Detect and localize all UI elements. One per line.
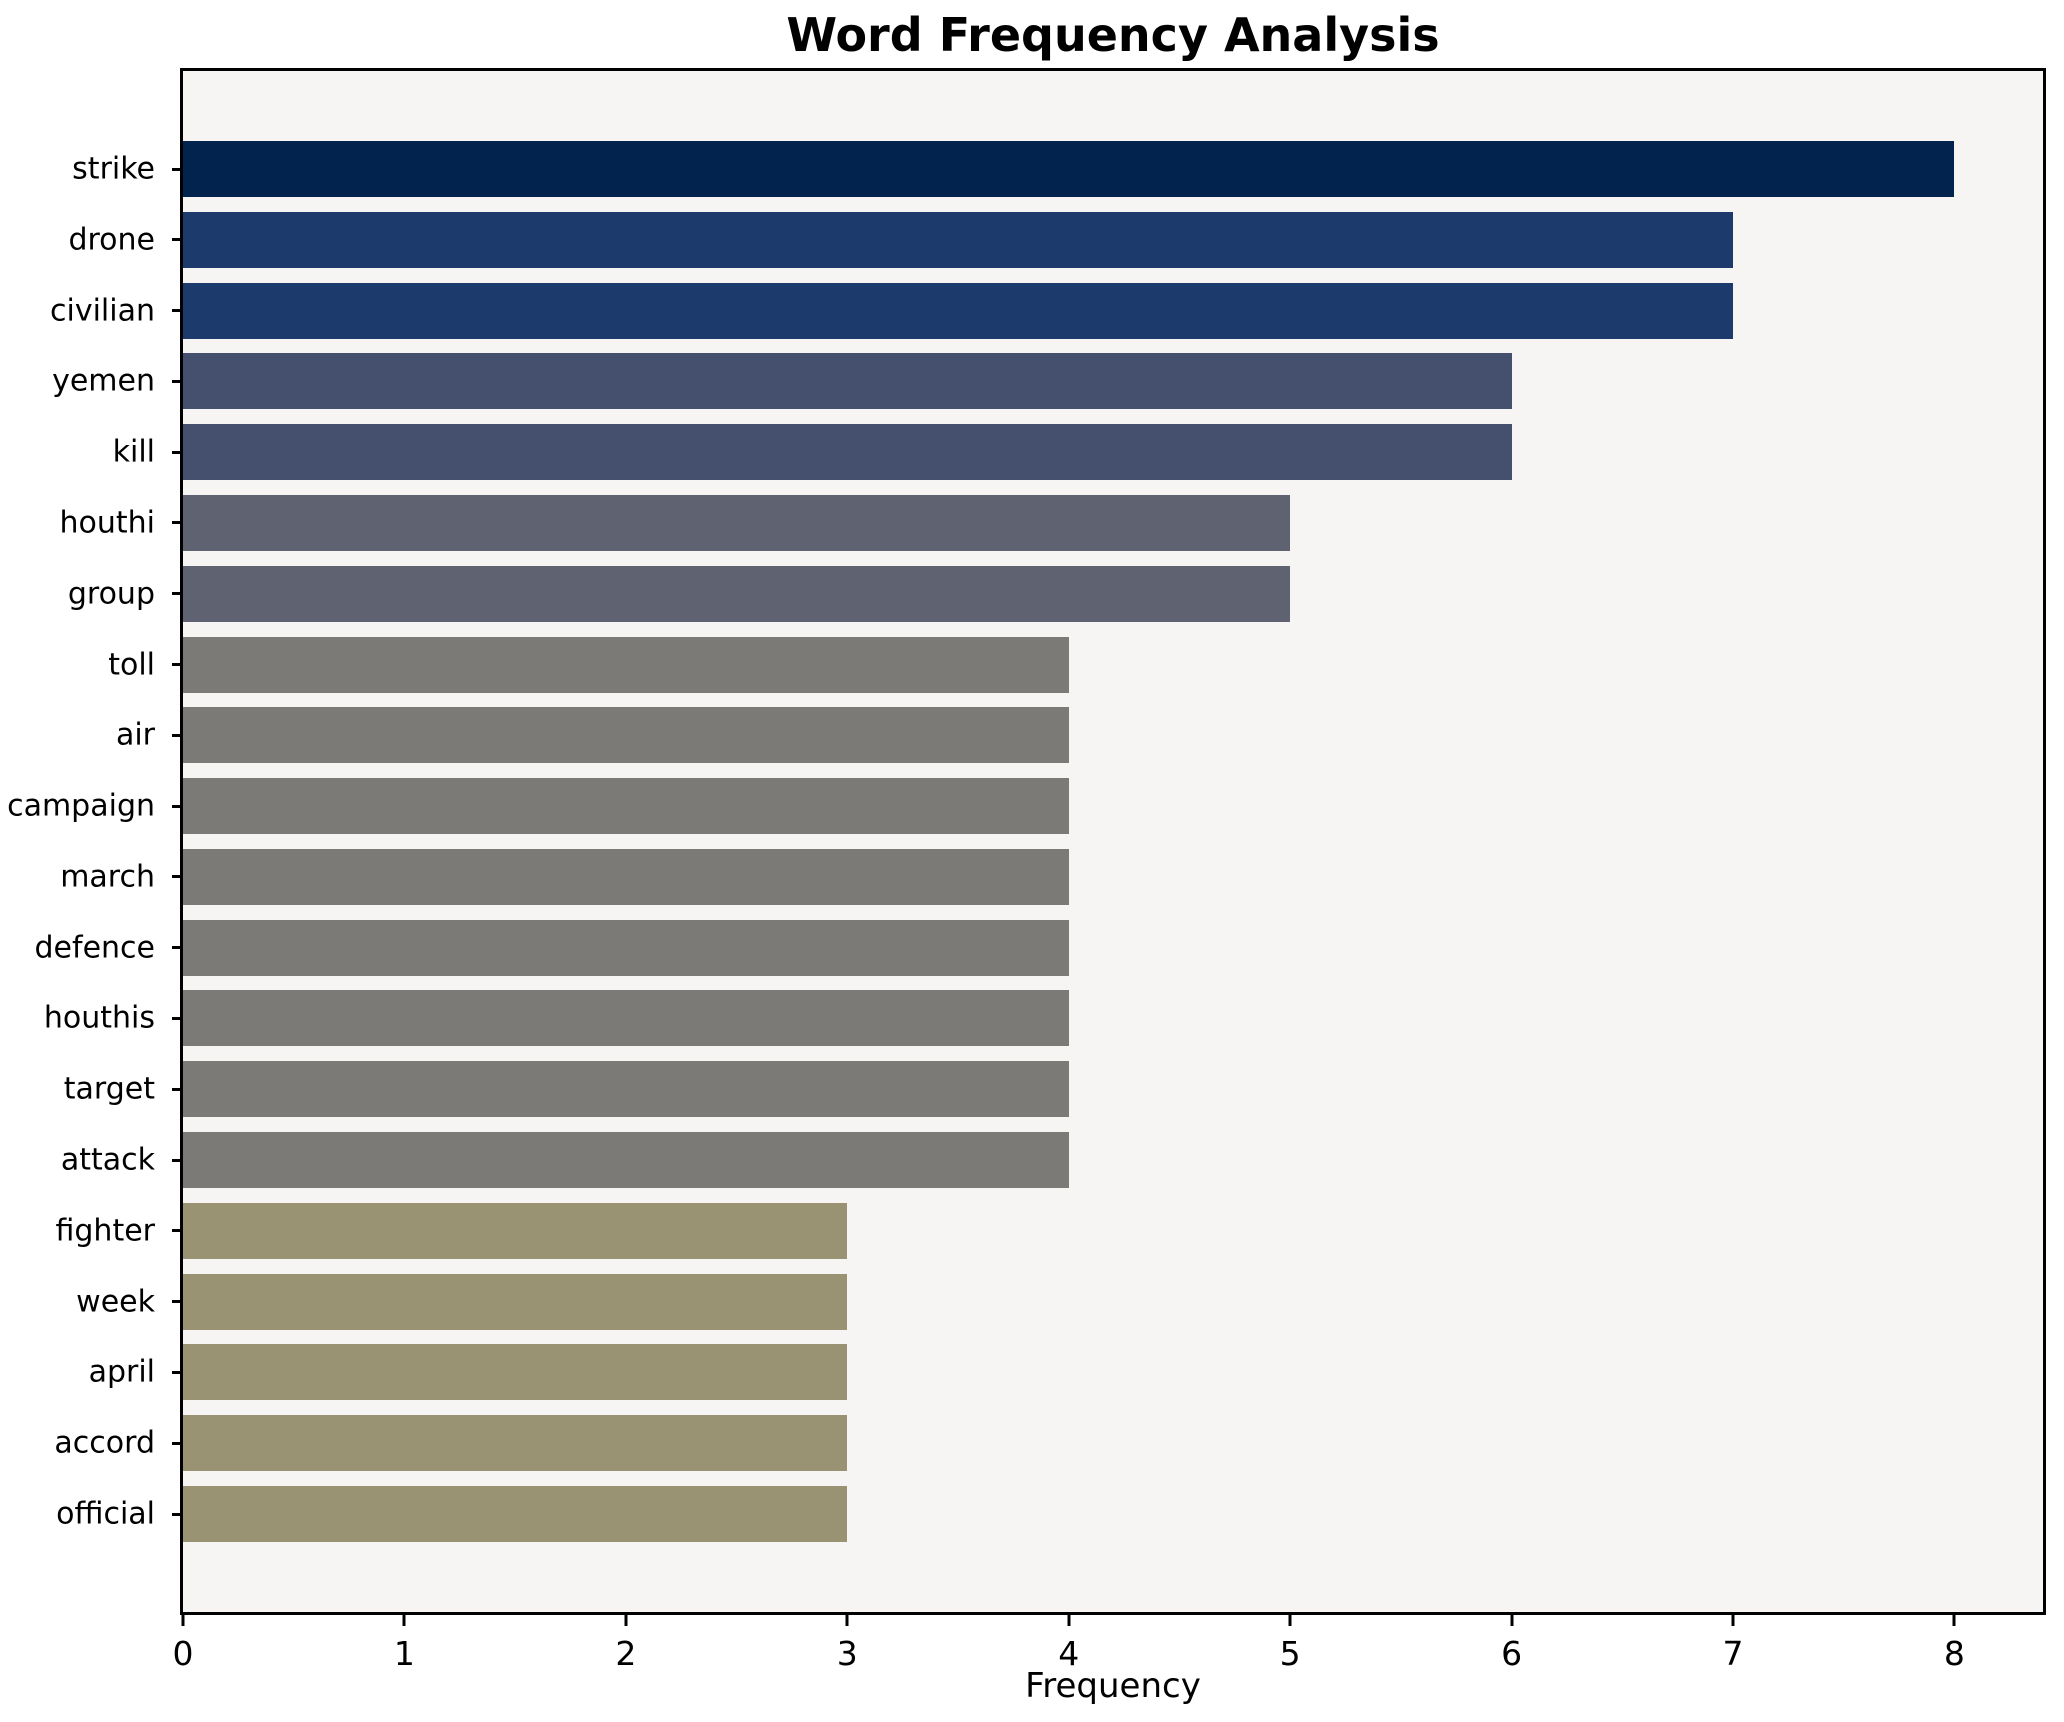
bars-layer [183,71,2043,1612]
bar-official [183,1486,848,1542]
x-tick-mark [402,1614,406,1626]
y-tick-mark [172,1087,183,1091]
y-tick-mark [172,804,183,808]
x-tick-mark [1510,1614,1514,1626]
bar-kill [183,424,1512,481]
bar-accord [183,1415,848,1472]
bar-toll [183,636,1069,693]
bar-yemen [183,353,1512,410]
bar-drone [183,211,1733,268]
y-tick-mark [172,1300,183,1304]
y-tick-mark [172,167,183,171]
x-tick-mark [1952,1614,1956,1626]
y-axis-label: week [76,1284,155,1320]
bar-civilian [183,282,1733,339]
y-axis-label: target [63,1071,155,1107]
y-tick-mark [172,1229,183,1233]
x-tick-mark [1288,1614,1292,1626]
y-tick-mark [172,379,183,383]
bar-defence [183,919,1069,976]
x-tick-mark [1731,1614,1735,1626]
y-axis-label: defence [34,930,155,966]
x-tick-mark [181,1614,185,1626]
y-tick-mark [172,733,183,737]
y-axis-label: strike [72,151,155,187]
bar-strike [183,141,1955,197]
x-tick-label: 1 [393,1634,415,1673]
y-tick-mark [172,238,183,242]
y-axis-label: yemen [52,363,155,399]
bar-fighter [183,1202,848,1259]
y-tick-mark [172,1158,183,1162]
y-axis-label: campaign [7,788,155,824]
y-tick-mark [172,450,183,454]
x-tick-label: 4 [1058,1634,1080,1673]
bar-group [183,565,1291,622]
y-axis-label: fighter [55,1213,155,1249]
y-axis-label: houthi [59,505,156,541]
y-axis-label: drone [68,222,155,258]
x-tick-label: 5 [1279,1634,1301,1673]
y-tick-mark [172,521,183,525]
y-axis-label: civilian [50,293,155,329]
y-tick-mark [172,1016,183,1020]
y-tick-mark [172,1370,183,1374]
x-tick-label: 8 [1943,1634,1965,1673]
x-axis: 0 1 2 3 4 5 6 7 8 [173,1612,2043,1682]
y-tick-mark [172,946,183,950]
y-axis-label: kill [112,434,155,470]
x-tick-label: 3 [836,1634,858,1673]
x-tick-label: 7 [1722,1634,1744,1673]
y-axis-label: air [115,717,155,753]
bar-target [183,1061,1069,1118]
y-axis-label: april [88,1354,155,1390]
x-tick-mark [1067,1614,1071,1626]
x-tick-mark [845,1614,849,1626]
y-tick-mark [172,875,183,879]
plot-area [180,68,2046,1615]
x-tick-label: 2 [615,1634,637,1673]
x-axis-title: Frequency [1025,1666,1201,1706]
y-axis-label: march [60,859,155,895]
bar-week [183,1273,848,1330]
y-tick-mark [172,592,183,596]
bar-houthi [183,494,1291,551]
y-axis: strike drone civilian yemen kill houthi group t… [0,71,183,1612]
y-axis-label: group [67,576,155,612]
y-axis-label: official [56,1496,155,1532]
y-tick-mark [172,1512,183,1516]
bar-campaign [183,778,1069,835]
bar-april [183,1344,848,1401]
bar-attack [183,1132,1069,1189]
x-tick-label: 0 [172,1634,194,1673]
y-axis-label: houthis [43,1000,155,1036]
y-axis-label: accord [54,1425,155,1461]
x-tick-label: 6 [1501,1634,1523,1673]
bar-air [183,707,1069,764]
y-tick-mark [172,1441,183,1445]
bar-houthis [183,990,1069,1047]
y-tick-mark [172,309,183,313]
y-axis-label: toll [108,647,155,683]
y-tick-mark [172,663,183,667]
y-axis-label: attack [60,1142,155,1178]
bar-march [183,848,1069,905]
chart-title: Word Frequency Analysis [786,8,1440,62]
x-tick-mark [624,1614,628,1626]
